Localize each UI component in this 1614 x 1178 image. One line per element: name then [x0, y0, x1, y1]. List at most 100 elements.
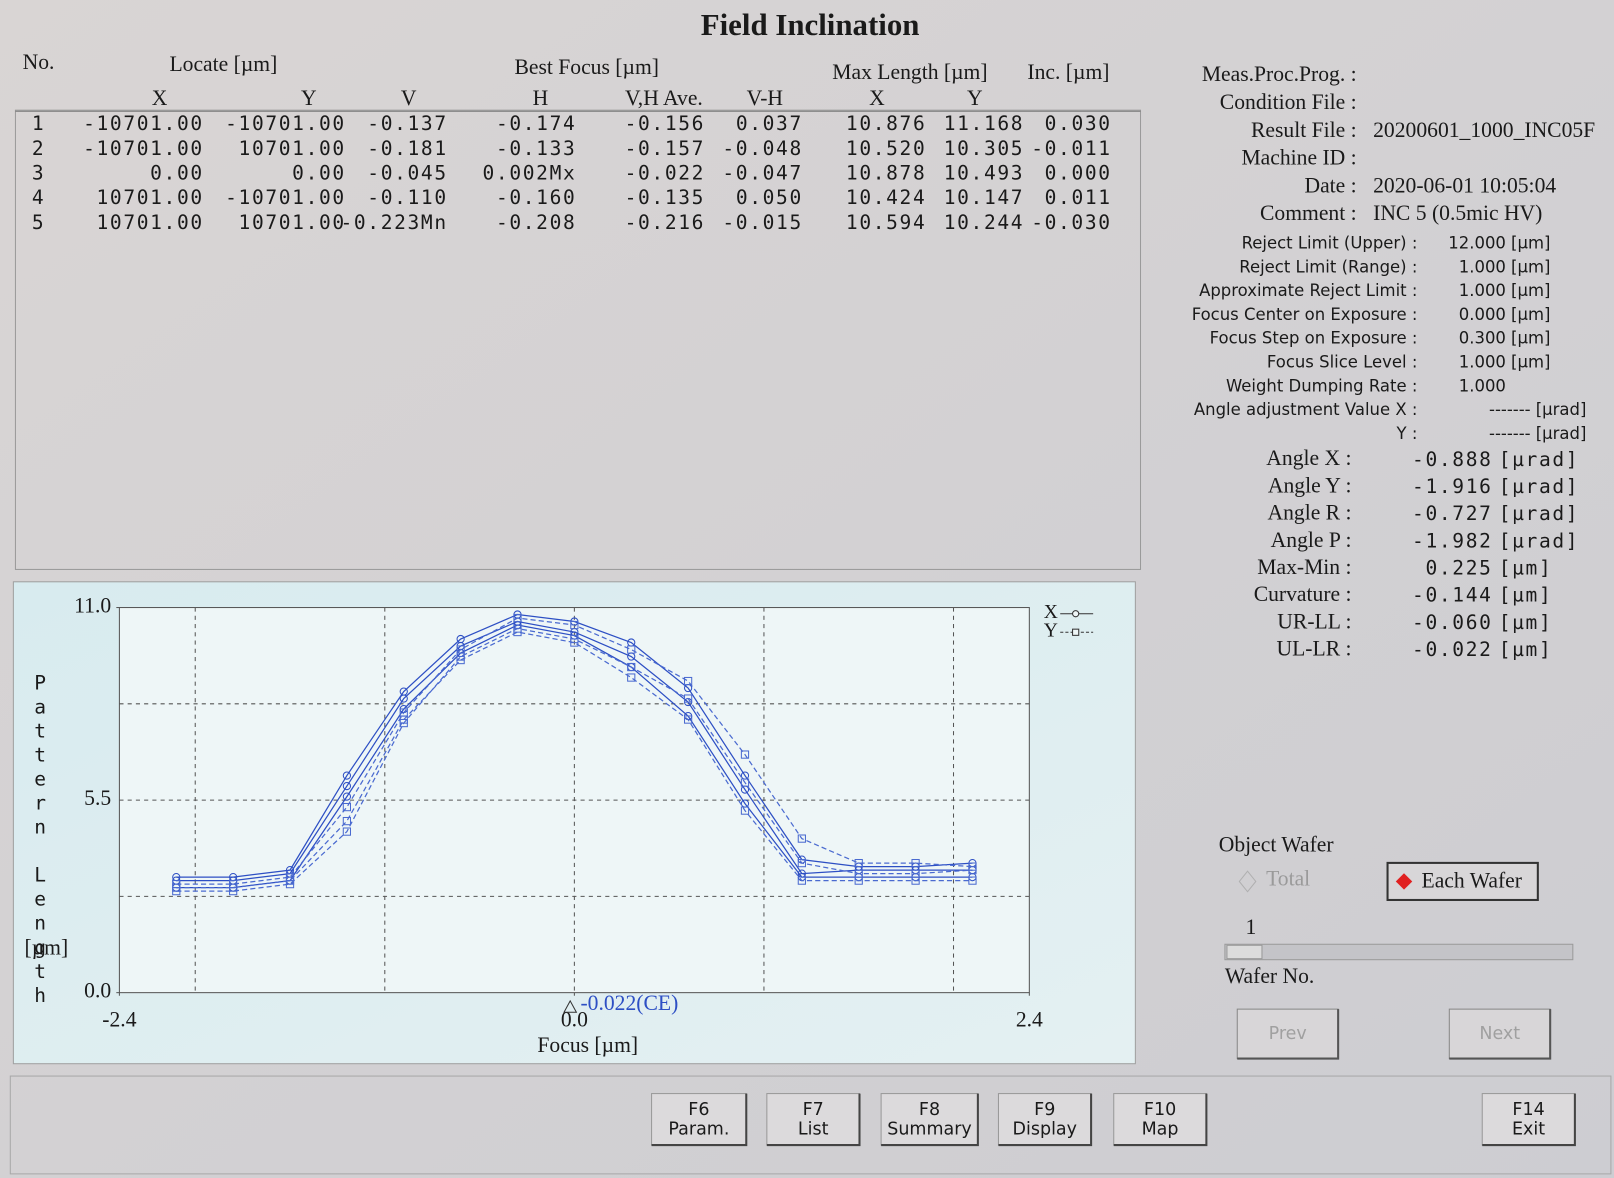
result-unit: [µm] [1499, 584, 1553, 607]
button-face [766, 1093, 861, 1146]
setting-unit: [µm] [1511, 329, 1550, 348]
setting-unit: [µrad] [1536, 400, 1587, 419]
table-cell: 5 [32, 211, 45, 234]
y-tick-label: 0.0 [84, 979, 111, 1003]
y-tick-label: 5.5 [84, 786, 111, 810]
column-header: V-H [747, 86, 783, 110]
table-cell: 0.037 [736, 112, 803, 135]
legend-label: X [1044, 602, 1058, 623]
key-name: F6 [688, 1100, 709, 1120]
slider-thumb[interactable] [1226, 944, 1263, 960]
data-point [854, 858, 863, 868]
table-cell: -10701.00 [225, 112, 346, 135]
button-shadow [1113, 1093, 1208, 1147]
table-cell: 10.878 [846, 162, 926, 185]
data-point [570, 638, 579, 647]
data-point [513, 613, 522, 623]
result-unit: [µm] [1499, 557, 1553, 580]
setting-label: Angle adjustment Value X : [1194, 400, 1417, 419]
table-cell: 10.594 [846, 211, 926, 234]
button-face [1236, 1008, 1339, 1060]
wafer-label: Wafer No. [1225, 964, 1314, 988]
setting-unit: [µm] [1511, 305, 1550, 324]
setting-label: Focus Step on Exposure : [1210, 329, 1418, 348]
key-label: List [798, 1120, 829, 1140]
data-point [342, 827, 352, 836]
data-point [399, 687, 408, 696]
column-header: Y [967, 86, 983, 110]
data-point [740, 778, 750, 787]
table-cell: 0.011 [1045, 186, 1112, 209]
table-cell: 10.520 [846, 137, 926, 160]
button-shadow [1449, 1009, 1552, 1060]
data-point [399, 715, 408, 724]
table-cell: 10.876 [846, 112, 926, 135]
key-label: Summary [887, 1120, 972, 1140]
data-point [740, 750, 750, 759]
radio-option[interactable]: Total [1238, 866, 1310, 893]
nav-button[interactable]: Next [1448, 1008, 1552, 1060]
table-cell: -0.011 [1031, 137, 1111, 160]
table-cell: 0.000 [1045, 162, 1112, 185]
table-cell: 2 [32, 137, 45, 160]
data-point [229, 883, 238, 892]
result-label: Angle P : [1271, 528, 1352, 552]
button-shadow [998, 1093, 1093, 1147]
setting-value: 12.000 [1448, 234, 1506, 253]
data-point [968, 876, 977, 885]
table-cell: -0.156 [625, 112, 705, 135]
setting-unit: [µm] [1511, 257, 1550, 276]
setting-label: Approximate Reject Limit : [1199, 281, 1417, 300]
key-name: F7 [803, 1100, 824, 1120]
wafer-value: 1 [1245, 915, 1256, 939]
legend-marker [1072, 610, 1080, 618]
setting-value: 1.000 [1459, 376, 1506, 395]
table-cell: -0.045 [367, 162, 447, 185]
table-cell: -0.015 [722, 211, 802, 234]
annotation-marker [563, 999, 578, 1013]
header: Best Focus [µm] [514, 55, 658, 79]
setting-value: 1.000 [1459, 281, 1506, 300]
result-unit: [µrad] [1499, 529, 1579, 552]
setting-label: Y : [1396, 424, 1418, 443]
data-point [456, 645, 465, 654]
y-tick-label: 11.0 [74, 594, 111, 618]
table-cell: -0.047 [722, 162, 802, 185]
radio-frame [1386, 861, 1539, 902]
header: Inc. [µm] [1027, 60, 1109, 84]
wafer-slider[interactable] [1224, 943, 1574, 961]
radio-option[interactable]: Each Wafer [1386, 861, 1539, 902]
setting-value: 0.300 [1459, 329, 1506, 348]
setting-label: Focus Center on Exposure : [1192, 305, 1418, 324]
table-cell: -0.223Mn [340, 211, 447, 234]
table-cell: -0.022 [625, 162, 705, 185]
table-cell: -10701.00 [83, 137, 204, 160]
setting-label: Focus Slice Level : [1267, 352, 1418, 371]
radio-label: Total [1266, 866, 1310, 890]
setting-unit: [µrad] [1536, 424, 1587, 443]
key-label: Exit [1512, 1120, 1545, 1140]
result-unit: [µrad] [1499, 448, 1579, 471]
button-face [1448, 1008, 1551, 1060]
table-cell: -10701.00 [83, 112, 204, 135]
table-cell: 10701.00 [97, 186, 204, 209]
data-point [570, 620, 579, 630]
table-cell: -0.137 [367, 112, 447, 135]
button-label: Prev [1269, 1024, 1307, 1044]
result-value: -1.916 [1412, 475, 1492, 498]
table-cell: -0.181 [367, 137, 447, 160]
table-cell: -0.133 [496, 137, 576, 160]
x-axis-label: Focus [µm] [537, 1033, 638, 1057]
data-point [342, 781, 352, 791]
setting-value: 0.000 [1459, 305, 1506, 324]
result-value: -0.888 [1412, 448, 1492, 471]
column-header: V,H Ave. [625, 86, 703, 110]
y-axis-unit: [µm] [24, 935, 68, 959]
nav-button[interactable]: Prev [1236, 1008, 1340, 1060]
